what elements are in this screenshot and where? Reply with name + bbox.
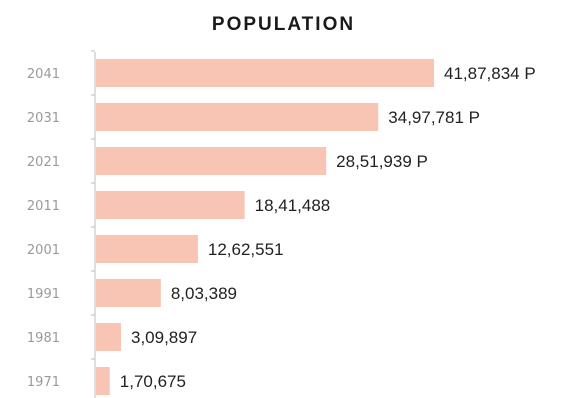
bar-2011 — [96, 191, 245, 219]
bar-2001 — [96, 235, 198, 263]
data-label-1971: 1,70,675 — [120, 372, 186, 391]
bar-2041 — [96, 59, 434, 87]
data-label-2001: 12,62,551 — [208, 240, 284, 259]
data-label-2041: 41,87,834 P — [444, 64, 536, 83]
bar-1981 — [96, 323, 122, 351]
tick-label-2011: 2011 — [27, 199, 60, 214]
tick-label-2021: 2021 — [27, 155, 60, 170]
tick-label-1971: 1971 — [27, 375, 60, 390]
data-label-1991: 8,03,389 — [171, 284, 237, 303]
data-label-2021: 28,51,939 P — [336, 152, 428, 171]
bar-1971 — [96, 367, 110, 395]
data-label-1981: 3,09,897 — [131, 328, 197, 347]
tick-label-1991: 1991 — [27, 287, 60, 302]
data-label-2011: 18,41,488 — [255, 196, 331, 215]
bar-2021 — [96, 147, 327, 175]
bar-1991 — [96, 279, 161, 307]
data-label-2031: 34,97,781 P — [388, 108, 480, 127]
tick-label-2031: 2031 — [27, 111, 60, 126]
tick-label-2041: 2041 — [27, 67, 60, 82]
tick-label-2001: 2001 — [27, 243, 60, 258]
tick-label-1981: 1981 — [27, 331, 60, 346]
chart-title: POPULATION — [211, 14, 356, 35]
bar-2031 — [96, 103, 379, 131]
